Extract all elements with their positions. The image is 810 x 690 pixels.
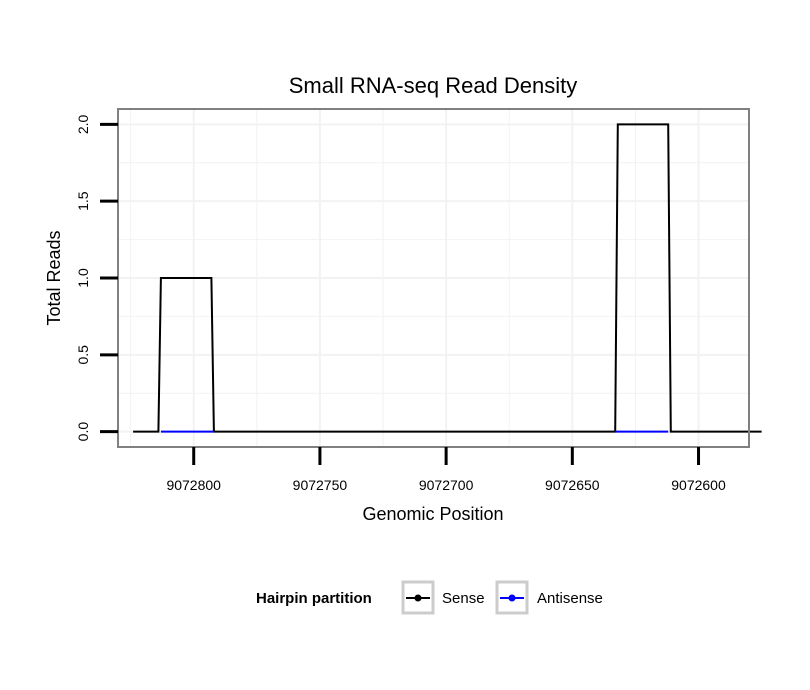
y-tick-label-3: 1.5 [75,191,91,211]
x-tick-label-4: 9072600 [671,477,726,493]
x-tick-label-3: 9072650 [545,477,600,493]
legend-title: Hairpin partition [256,590,372,607]
y-tick-label-0: 0.0 [75,422,91,442]
legend-point-sense [414,594,422,602]
legend-label-antisense: Antisense [537,590,603,607]
x-tick-label-2: 9072700 [419,477,474,493]
series-sense-line [133,123,762,433]
chart-title: Small RNA-seq Read Density [289,73,578,98]
legend-entries: Sense Antisense [401,580,603,615]
x-tick-label-1: 9072750 [293,477,348,493]
y-axis: 0.0 0.5 1.0 1.5 2.0 [75,114,118,441]
legend-label-sense: Sense [442,590,485,607]
x-axis: 9072800 9072750 9072700 9072650 9072600 [166,447,726,493]
series-layer [133,123,762,433]
y-axis-label: Total Reads [44,230,64,325]
y-tick-label-4: 2.0 [75,114,91,134]
x-tick-label-0: 9072800 [166,477,221,493]
y-tick-label-1: 0.5 [75,345,91,365]
y-tick-label-2: 1.0 [75,268,91,288]
x-axis-label: Genomic Position [362,504,503,524]
legend-point-antisense [508,594,516,602]
legend: Hairpin partition Sense Antisense [256,580,603,615]
